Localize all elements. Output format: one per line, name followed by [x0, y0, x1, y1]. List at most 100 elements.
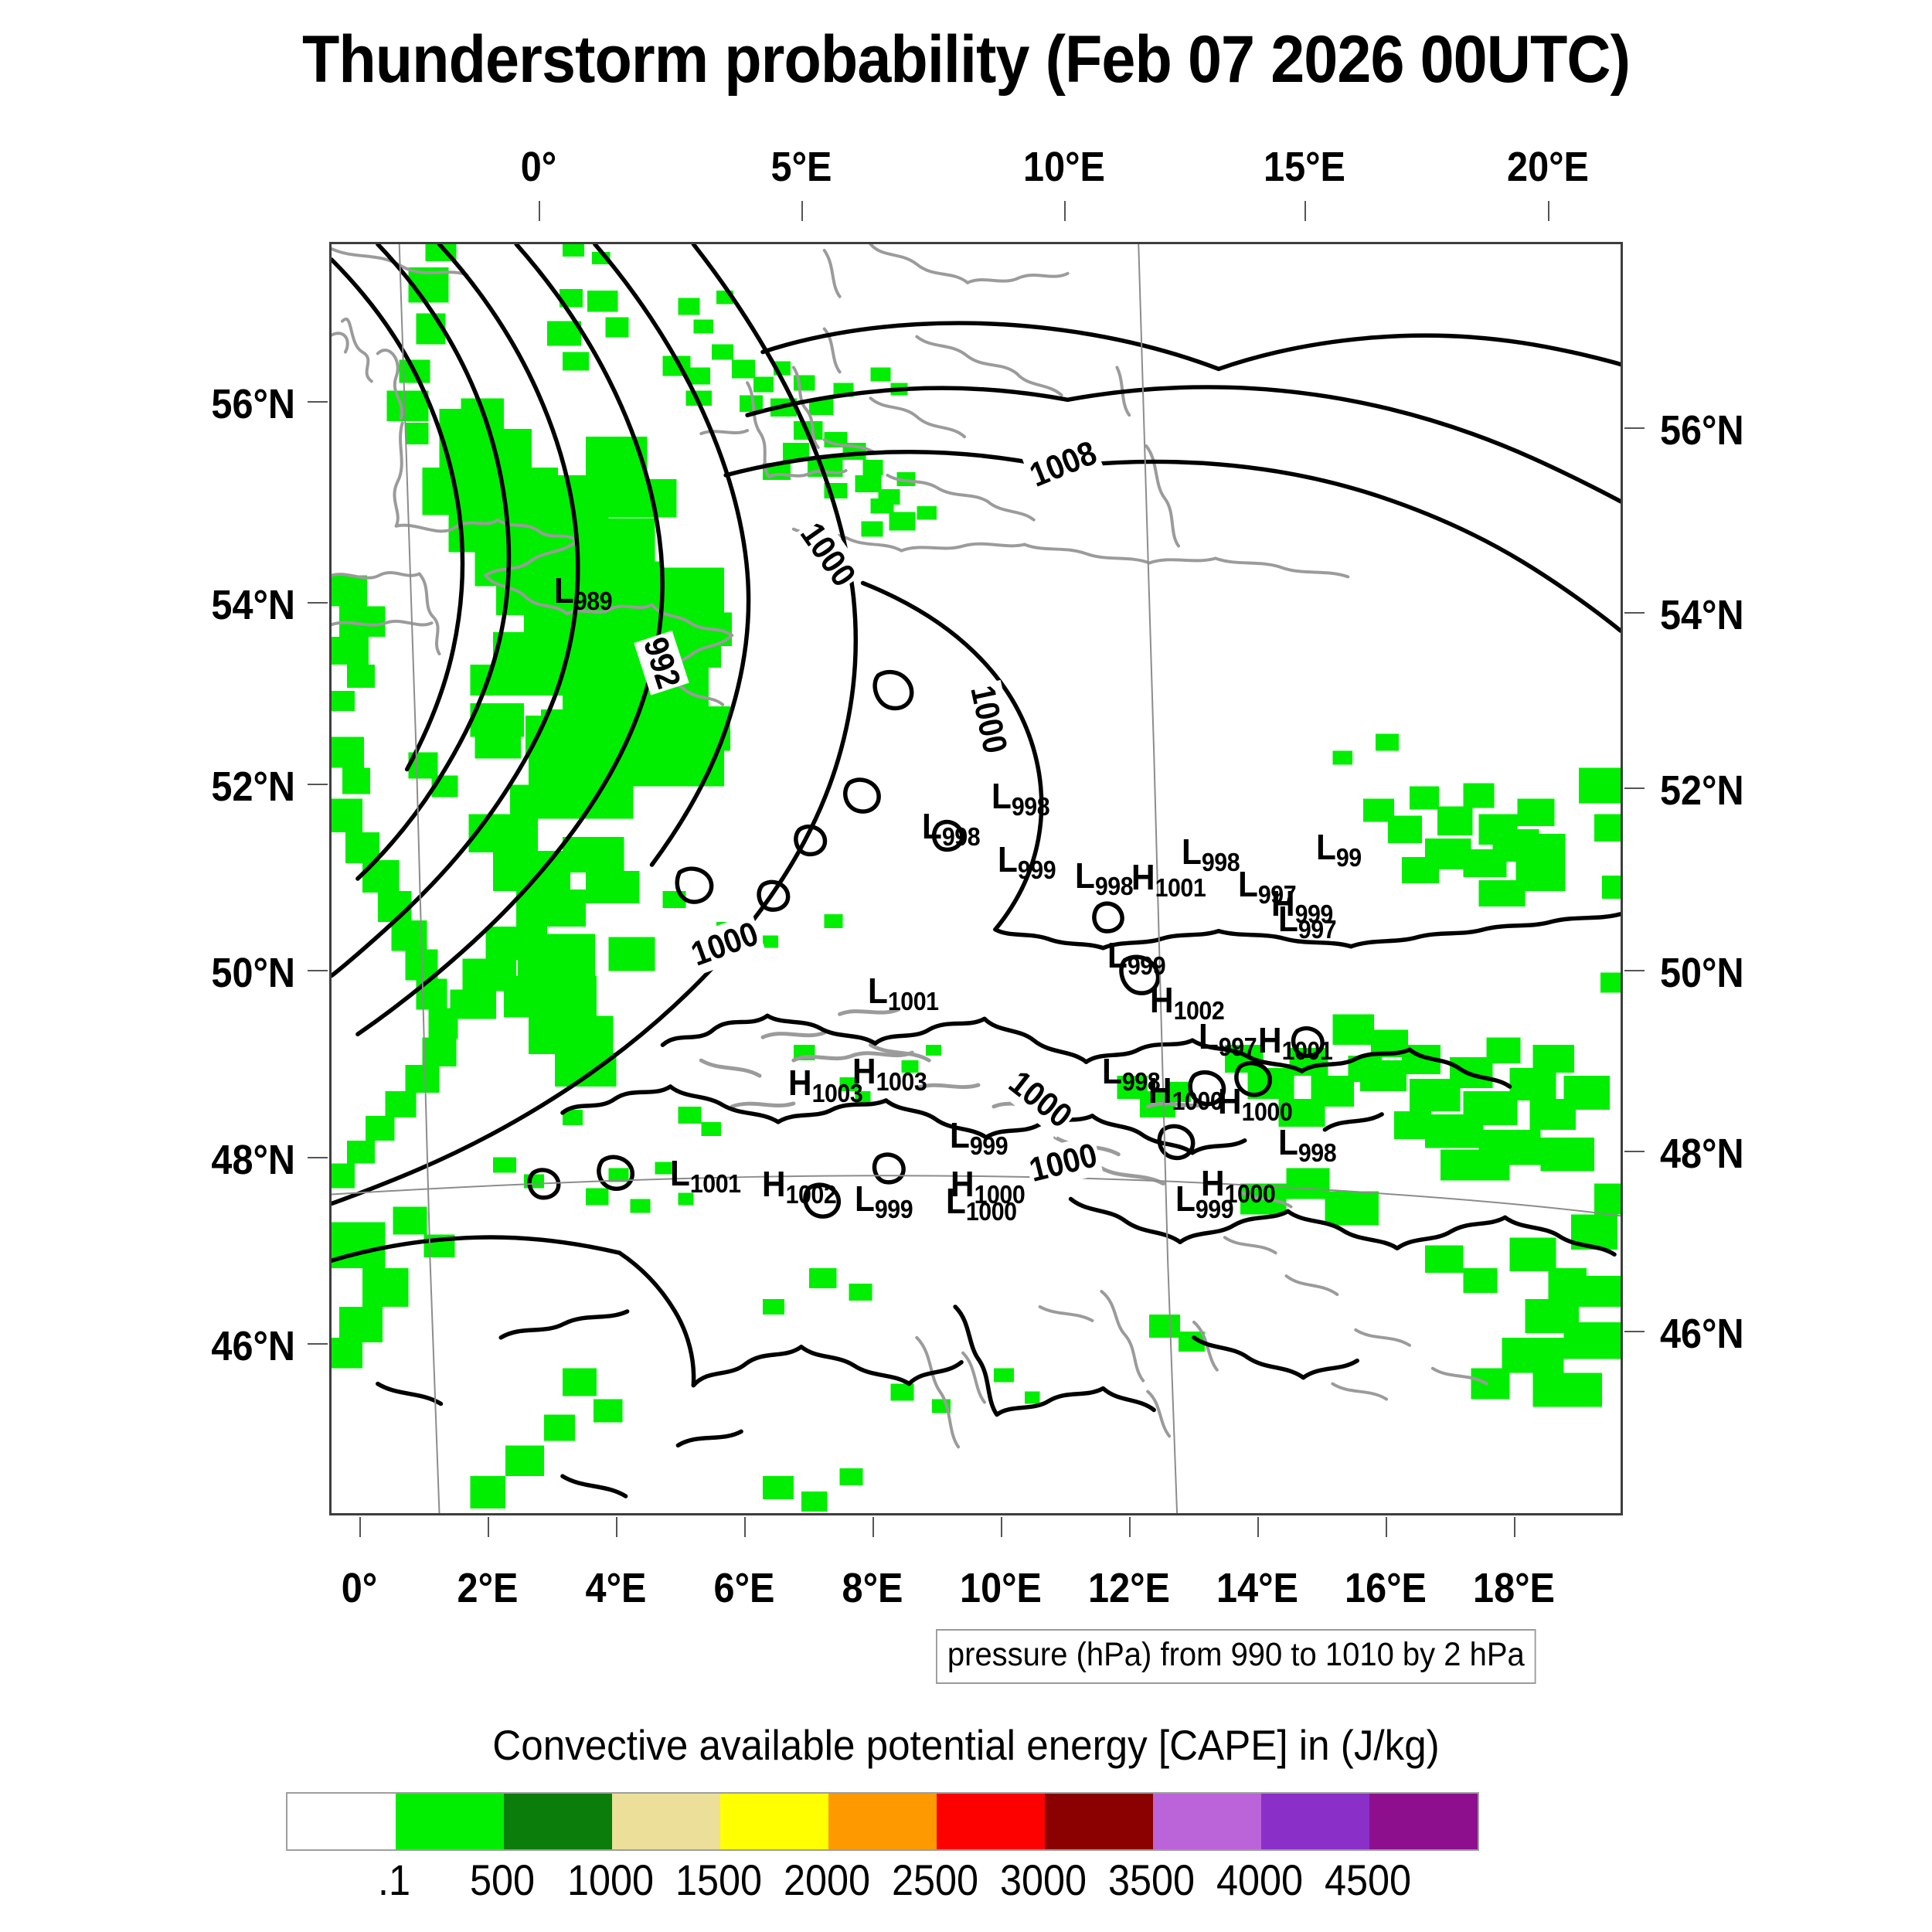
high-marker-letter: H [951, 1164, 975, 1204]
colorbar-cell-yellow[interactable] [720, 1794, 828, 1849]
low-marker-letter: L [868, 971, 888, 1011]
pressure-center-value: 998 [1298, 1138, 1337, 1167]
axis-left-label-3: 50°N [211, 950, 295, 996]
pressure-center-low-999-22: L999 [950, 1115, 1009, 1158]
high-marker-letter: H [1148, 1070, 1172, 1111]
high-marker-letter: H [788, 1063, 812, 1103]
low-marker-letter: L [855, 1179, 875, 1219]
pressure-center-value: 1000 [1224, 1179, 1276, 1208]
pressure-center-value: 998 [1201, 848, 1240, 876]
axis-bottom-label-1: 2°E [457, 1565, 519, 1611]
low-marker-letter: L [950, 1115, 970, 1155]
colorbar-cell-orange[interactable] [828, 1794, 937, 1849]
colorbar-tick-2500: 2500 [891, 1855, 979, 1904]
axis-left-label-2: 52°N [211, 764, 295, 810]
pressure-center-value: 997 [1218, 1032, 1257, 1061]
pressure-center-value: 999 [969, 1131, 1009, 1160]
low-marker-letter: L [1316, 827, 1336, 867]
colorbar-cell-red[interactable] [937, 1794, 1045, 1849]
colorbar-cell-white[interactable] [287, 1794, 396, 1849]
colorbar-cell-light-purple[interactable] [1153, 1794, 1261, 1849]
pressure-center-value: 1001 [887, 987, 939, 1015]
cape-shaded-region [332, 244, 1621, 1512]
high-marker-letter: H [1131, 857, 1155, 897]
pressure-center-low-999-29: L999 [1175, 1179, 1234, 1222]
pressure-center-value: 997 [1298, 915, 1337, 944]
pressure-center-value: 1002 [1173, 996, 1225, 1025]
pressure-center-value: 998 [941, 822, 981, 851]
pressure-center-low-997-8: L997 [1238, 866, 1297, 907]
page-title: Thunderstorm probability (Feb 07 2026 00… [301, 22, 1631, 97]
low-marker-letter: L [922, 806, 942, 846]
tick-left-2 [308, 784, 328, 785]
graticule-layer [332, 244, 1621, 1513]
pressure-center-value: 1001 [1281, 1036, 1333, 1065]
tick-right-5 [1624, 1331, 1645, 1332]
tick-right-0 [1624, 427, 1645, 429]
pressure-center-value: 1003 [811, 1079, 863, 1107]
pressure-center-low-998-17: L998 [1102, 1053, 1161, 1094]
colorbar-title: Convective available potential energy [C… [492, 1721, 1440, 1769]
colorbar-tick-2000: 2000 [783, 1855, 871, 1904]
colorbar-tick-500: 500 [469, 1855, 536, 1904]
colorbar-tick-3500: 3500 [1107, 1855, 1196, 1904]
tick-left-3 [308, 970, 328, 971]
pressure-center-high-1002-24: H1002 [762, 1166, 837, 1207]
pressure-center-value: 1000 [965, 1197, 1017, 1226]
low-marker-letter: L [670, 1153, 690, 1193]
tick-top-2 [1064, 201, 1066, 221]
pressure-center-high-1003-18: H1003 [788, 1063, 863, 1106]
tick-right-2 [1624, 787, 1645, 789]
pressure-center-low-998-2: L998 [992, 778, 1050, 819]
tick-right-4 [1624, 1151, 1645, 1152]
tick-bottom-8 [1386, 1517, 1387, 1537]
axis-top-label-0: 0° [520, 144, 557, 190]
colorbar-tick-4000: 4000 [1216, 1855, 1304, 1904]
low-marker-letter: L [1182, 832, 1202, 872]
pressure-center-high-1001-15: H1001 [1258, 1020, 1333, 1063]
pressure-center-value: 997 [1257, 880, 1297, 909]
colorbar-tick-1500: 1500 [675, 1855, 763, 1904]
axis-left-label-4: 48°N [211, 1137, 295, 1183]
axis-bottom-label-6: 12°E [1088, 1565, 1170, 1611]
pressure-center-low-999-11: L999 [1107, 937, 1166, 978]
axis-right-label-4: 48°N [1660, 1131, 1744, 1177]
tick-bottom-0 [359, 1517, 361, 1537]
map-plot-area[interactable] [329, 242, 1623, 1515]
pressure-center-value: 1002 [785, 1180, 837, 1209]
axis-right-label-1: 54°N [1660, 592, 1744, 638]
colorbar-cell-khaki[interactable] [612, 1794, 720, 1849]
pressure-center-value: 1000 [1172, 1087, 1223, 1115]
axis-bottom-label-7: 14°E [1216, 1565, 1298, 1611]
high-marker-letter: H [1150, 980, 1174, 1020]
axis-bottom-label-4: 8°E [842, 1565, 903, 1611]
high-marker-letter: H [1258, 1020, 1282, 1060]
colorbar-cell-dark-magenta[interactable] [1369, 1794, 1478, 1849]
axis-bottom-label-9: 18°E [1473, 1565, 1555, 1611]
pressure-center-high-1000-19: H1000 [1148, 1070, 1223, 1114]
pressure-center-value: 999 [1294, 900, 1334, 928]
colorbar-cell-purple[interactable] [1261, 1794, 1369, 1849]
colorbar-cell-dark-green[interactable] [504, 1794, 612, 1849]
pressure-center-value: 998 [1094, 872, 1134, 900]
pressure-center-value: 1001 [689, 1169, 741, 1198]
low-marker-letter: L [1175, 1179, 1196, 1219]
tick-right-3 [1624, 970, 1645, 971]
pressure-center-low-1001-12: L1001 [868, 971, 939, 1014]
axis-left-label-0: 56°N [211, 381, 295, 427]
pressure-center-value: 99 [1335, 843, 1362, 872]
axis-right-label-5: 46°N [1660, 1311, 1744, 1357]
pressure-center-high-1002-13: H1002 [1150, 980, 1225, 1023]
axis-top-label-3: 15°E [1264, 144, 1345, 190]
pressure-center-low-998-4: L998 [1075, 858, 1134, 899]
colorbar-cell-dark-red[interactable] [1045, 1794, 1153, 1849]
axis-bottom-label-5: 10°E [960, 1565, 1042, 1611]
axis-bottom-label-2: 4°E [585, 1565, 647, 1611]
pressure-center-value: 998 [1011, 792, 1050, 821]
pressure-center-high-1000-25: H1000 [951, 1164, 1026, 1207]
colorbar[interactable] [286, 1792, 1479, 1851]
tick-bottom-4 [872, 1517, 874, 1537]
axis-right-label-0: 56°N [1660, 407, 1744, 454]
colorbar-cell-bright-green[interactable] [396, 1794, 504, 1849]
